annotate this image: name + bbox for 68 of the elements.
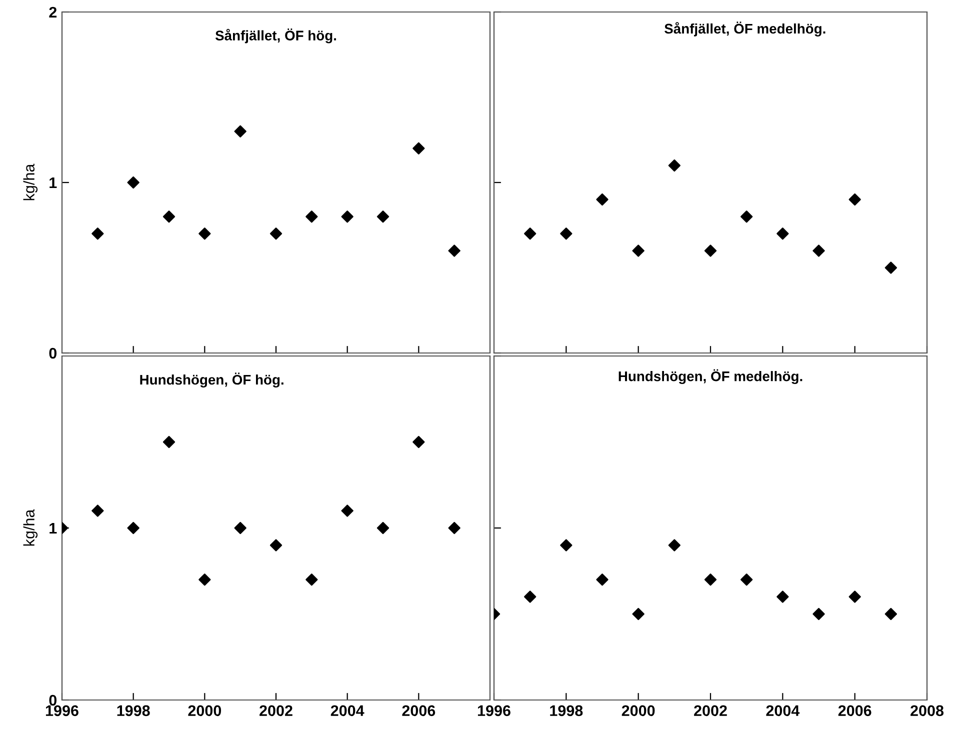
- point: [162, 436, 176, 448]
- y-tick-label: 1: [50, 523, 57, 534]
- point: [632, 608, 644, 620]
- point: [884, 262, 897, 274]
- point: [704, 574, 717, 586]
- point: [270, 228, 282, 240]
- x-tick-label: 2004: [766, 705, 800, 716]
- point: [234, 125, 246, 138]
- text: Hundshögen, ÖF hög.: [140, 372, 284, 388]
- x-tick-label: 2006: [838, 705, 872, 716]
- point: [412, 436, 425, 448]
- point: [776, 590, 789, 603]
- text: Hundshögen, ÖF medelhög.: [618, 369, 802, 384]
- point: [341, 210, 354, 223]
- point: [306, 210, 318, 223]
- text: Sånfjället, ÖF medelhög.: [664, 22, 826, 36]
- x-tick-label: 2000: [188, 705, 222, 716]
- x-tick-label: 2000: [622, 705, 655, 716]
- point: [376, 522, 390, 534]
- point: [92, 504, 104, 517]
- point: [740, 210, 753, 223]
- x-tick-label: 2006: [402, 705, 436, 716]
- point: [270, 539, 282, 552]
- point: [448, 522, 460, 534]
- point: [596, 574, 608, 586]
- point: [776, 228, 789, 240]
- point: [704, 244, 717, 257]
- point: [198, 574, 211, 586]
- point: [668, 539, 680, 552]
- x-tick-label: 1998: [117, 705, 150, 716]
- x-tick-label: 1998: [550, 705, 583, 716]
- x-tick-label: 1996: [478, 705, 510, 716]
- point: [596, 193, 608, 206]
- point: [848, 193, 861, 206]
- point: [198, 228, 211, 240]
- point: [560, 539, 572, 552]
- point: [668, 159, 680, 172]
- y-tick-label: 2: [49, 6, 57, 18]
- x-tick-label: 2002: [694, 705, 727, 716]
- x-tick-label: 1996: [46, 705, 78, 716]
- point: [524, 228, 536, 240]
- x-tick-label: 2008: [910, 705, 944, 716]
- point: [812, 608, 825, 620]
- point: [524, 590, 536, 603]
- point: [341, 504, 354, 517]
- point: [306, 574, 318, 586]
- y-axis-title: kg/ha: [23, 509, 38, 546]
- point: [740, 574, 753, 586]
- point: [376, 210, 390, 223]
- point: [848, 590, 861, 603]
- point: [560, 228, 572, 240]
- y-tick-label: 1: [50, 178, 57, 188]
- point: [162, 210, 176, 223]
- x-tick-label: 2004: [330, 705, 364, 716]
- point: [127, 176, 140, 189]
- point: [234, 522, 246, 534]
- point: [127, 522, 140, 534]
- point: [884, 608, 897, 620]
- text: Sånfjället, ÖF hög.: [215, 28, 336, 44]
- x-tick-label: 2002: [260, 705, 292, 716]
- point: [92, 228, 104, 240]
- point: [632, 244, 644, 257]
- y-tick-label: 0: [49, 348, 57, 359]
- y-axis-title: kg/ha: [23, 164, 38, 200]
- point: [812, 244, 825, 257]
- y-tick-label: 0: [49, 694, 57, 706]
- point: [448, 244, 460, 257]
- point: [412, 142, 425, 154]
